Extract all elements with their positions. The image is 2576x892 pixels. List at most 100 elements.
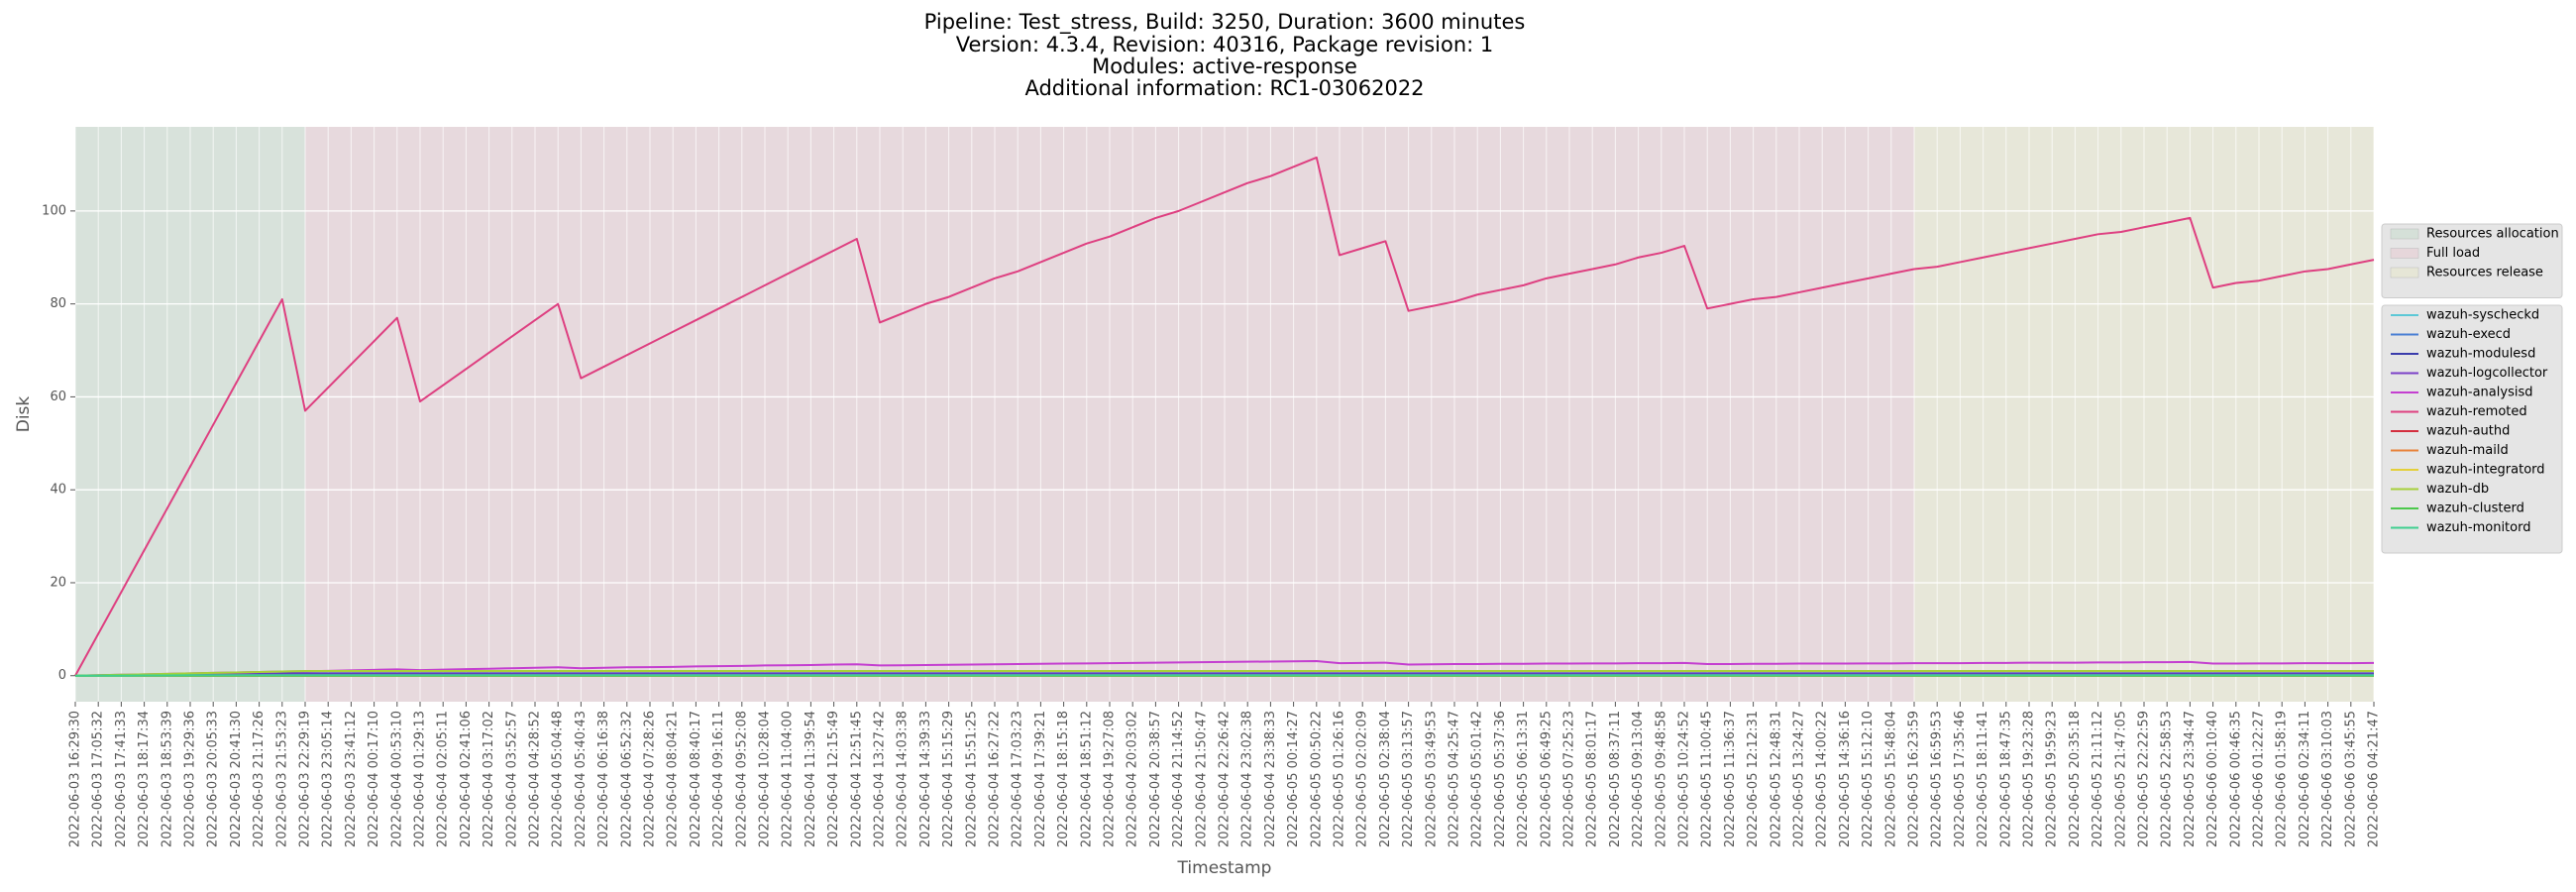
x-tick-label: 2022-06-04 15:51:25 xyxy=(964,711,979,847)
x-tick-label: 2022-06-04 11:39:54 xyxy=(804,711,818,847)
legend-box xyxy=(2381,304,2563,554)
x-tick-label: 2022-06-05 16:59:53 xyxy=(1930,711,1945,847)
x-tick-label: 2022-06-04 07:28:26 xyxy=(643,711,658,847)
x-tick-label: 2022-06-05 19:23:28 xyxy=(2022,711,2037,847)
x-tick-label: 2022-06-04 15:15:29 xyxy=(941,711,956,847)
x-tick-label: 2022-06-06 00:10:40 xyxy=(2205,711,2220,847)
x-tick-label: 2022-06-04 17:03:23 xyxy=(1011,711,1025,847)
x-tick-label: 2022-06-03 17:05:32 xyxy=(91,711,106,847)
x-tick-label: 2022-06-04 19:27:08 xyxy=(1103,711,1118,847)
y-axis-label: Disk xyxy=(14,396,34,433)
x-tick-label: 2022-06-03 18:53:39 xyxy=(160,711,174,847)
x-tick-label: 2022-06-05 14:36:16 xyxy=(1838,711,1853,847)
x-tick-label: 2022-06-06 03:10:03 xyxy=(2320,711,2335,847)
x-tick-label: 2022-06-04 23:02:38 xyxy=(1240,711,1255,847)
legend-label: wazuh-db xyxy=(2426,482,2489,497)
x-tick-label: 2022-06-05 17:35:46 xyxy=(1953,711,1968,847)
x-tick-label: 2022-06-04 02:41:06 xyxy=(459,711,474,847)
legend-swatch xyxy=(2390,248,2419,259)
x-tick-label: 2022-06-03 21:17:26 xyxy=(252,711,267,847)
x-tick-label: 2022-06-05 00:50:22 xyxy=(1309,711,1324,847)
x-tick-label: 2022-06-04 00:53:10 xyxy=(389,711,404,847)
x-tick-label: 2022-06-04 16:27:22 xyxy=(988,711,1003,847)
legend-label: wazuh-modulesd xyxy=(2426,347,2535,362)
x-tick-label: 2022-06-04 21:50:47 xyxy=(1194,711,1209,847)
x-tick-label: 2022-06-03 18:17:34 xyxy=(137,711,152,847)
x-tick-label: 2022-06-04 01:29:13 xyxy=(413,711,428,847)
x-tick-label: 2022-06-05 11:36:37 xyxy=(1723,711,1738,847)
legend-label: Resources allocation xyxy=(2426,227,2559,242)
x-tick-label: 2022-06-06 01:22:27 xyxy=(2252,711,2267,847)
x-tick-label: 2022-06-05 20:35:18 xyxy=(2068,711,2083,847)
x-tick-label: 2022-06-04 18:51:12 xyxy=(1079,711,1094,847)
x-tick-label: 2022-06-03 23:05:14 xyxy=(321,711,336,847)
x-tick-label: 2022-06-04 00:17:10 xyxy=(367,711,381,847)
legend-swatch xyxy=(2390,267,2419,279)
x-tick-label: 2022-06-05 03:13:57 xyxy=(1401,711,1416,847)
x-tick-label: 2022-06-04 04:28:52 xyxy=(528,711,543,847)
x-tick-label: 2022-06-06 00:46:35 xyxy=(2228,711,2243,847)
legend-label: wazuh-monitord xyxy=(2426,520,2530,535)
x-tick-label: 2022-06-05 09:48:58 xyxy=(1654,711,1668,847)
x-tick-label: 2022-06-05 08:37:11 xyxy=(1608,711,1623,847)
x-tick-label: 2022-06-05 18:47:35 xyxy=(1998,711,2013,847)
x-tick-label: 2022-06-05 07:25:23 xyxy=(1562,711,1577,847)
x-tick-label: 2022-06-05 09:13:04 xyxy=(1631,711,1646,847)
x-tick-label: 2022-06-04 18:15:18 xyxy=(1056,711,1071,847)
x-tick-label: 2022-06-04 08:04:21 xyxy=(666,711,681,847)
x-tick-label: 2022-06-04 09:16:11 xyxy=(711,711,726,847)
x-tick-label: 2022-06-04 09:52:08 xyxy=(734,711,749,847)
x-tick-label: 2022-06-05 08:01:17 xyxy=(1585,711,1600,847)
x-tick-label: 2022-06-05 05:01:42 xyxy=(1470,711,1485,847)
chart-title: Version: 4.3.4, Revision: 40316, Package… xyxy=(956,33,1494,56)
legend-label: wazuh-authd xyxy=(2426,424,2510,439)
x-tick-label: 2022-06-04 08:40:17 xyxy=(689,711,703,847)
series-line xyxy=(74,670,2374,677)
x-tick-label: 2022-06-05 23:34:47 xyxy=(2183,711,2198,847)
x-tick-label: 2022-06-05 00:14:27 xyxy=(1286,711,1301,847)
x-tick-label: 2022-06-04 14:39:33 xyxy=(918,711,933,847)
legend-swatch xyxy=(2390,228,2419,240)
x-tick-label: 2022-06-04 10:28:04 xyxy=(758,711,773,847)
x-tick-label: 2022-06-04 20:38:57 xyxy=(1148,711,1163,847)
x-tick-label: 2022-06-04 05:40:43 xyxy=(574,711,589,847)
y-tick-label: 80 xyxy=(50,296,66,311)
x-tick-label: 2022-06-05 12:12:31 xyxy=(1746,711,1761,847)
x-tick-label: 2022-06-05 03:49:53 xyxy=(1424,711,1439,847)
x-tick-label: 2022-06-05 21:47:05 xyxy=(2113,711,2128,847)
legend-label: wazuh-clusterd xyxy=(2426,502,2524,516)
x-tick-label: 2022-06-04 06:52:32 xyxy=(619,711,634,847)
x-tick-label: 2022-06-04 23:38:33 xyxy=(1263,711,1278,847)
series-line xyxy=(74,659,2375,677)
x-tick-label: 2022-06-04 22:26:42 xyxy=(1218,711,1233,847)
legend-label: wazuh-syscheckd xyxy=(2426,308,2539,323)
x-tick-label: 2022-06-04 17:39:21 xyxy=(1033,711,1048,847)
legend-label: Full load xyxy=(2426,246,2480,261)
x-tick-label: 2022-06-05 11:00:45 xyxy=(1700,711,1715,847)
x-tick-label: 2022-06-05 04:25:47 xyxy=(1448,711,1462,847)
x-tick-label: 2022-06-06 01:58:19 xyxy=(2275,711,2290,847)
x-tick-label: 2022-06-04 03:52:57 xyxy=(504,711,519,847)
legend-box xyxy=(2381,223,2563,298)
series-line xyxy=(74,156,2375,677)
x-tick-label: 2022-06-05 15:12:10 xyxy=(1861,711,1876,847)
x-tick-label: 2022-06-05 18:11:41 xyxy=(1976,711,1990,847)
y-tick-label: 100 xyxy=(42,203,66,218)
x-tick-label: 2022-06-04 06:16:38 xyxy=(596,711,611,847)
x-tick-label: 2022-06-04 14:03:38 xyxy=(896,711,911,847)
x-tick-label: 2022-06-04 21:14:52 xyxy=(1171,711,1186,847)
x-tick-label: 2022-06-03 20:05:33 xyxy=(206,711,221,847)
x-tick-label: 2022-06-05 01:26:16 xyxy=(1333,711,1347,847)
legend-label: Resources release xyxy=(2426,266,2543,280)
x-tick-label: 2022-06-05 21:11:12 xyxy=(2091,711,2105,847)
x-tick-label: 2022-06-06 02:34:11 xyxy=(2298,711,2312,847)
x-tick-label: 2022-06-04 02:05:11 xyxy=(436,711,451,847)
x-tick-label: 2022-06-05 02:02:09 xyxy=(1355,711,1370,847)
x-tick-label: 2022-06-03 20:41:30 xyxy=(229,711,244,847)
x-tick-label: 2022-06-04 03:17:02 xyxy=(482,711,496,847)
legend-label: wazuh-analysisd xyxy=(2426,386,2532,400)
x-tick-label: 2022-06-05 06:13:31 xyxy=(1516,711,1531,847)
x-tick-label: 2022-06-06 03:45:55 xyxy=(2343,711,2358,847)
legend-label: wazuh-maild xyxy=(2426,443,2509,458)
x-tick-label: 2022-06-05 02:38:04 xyxy=(1378,711,1393,847)
